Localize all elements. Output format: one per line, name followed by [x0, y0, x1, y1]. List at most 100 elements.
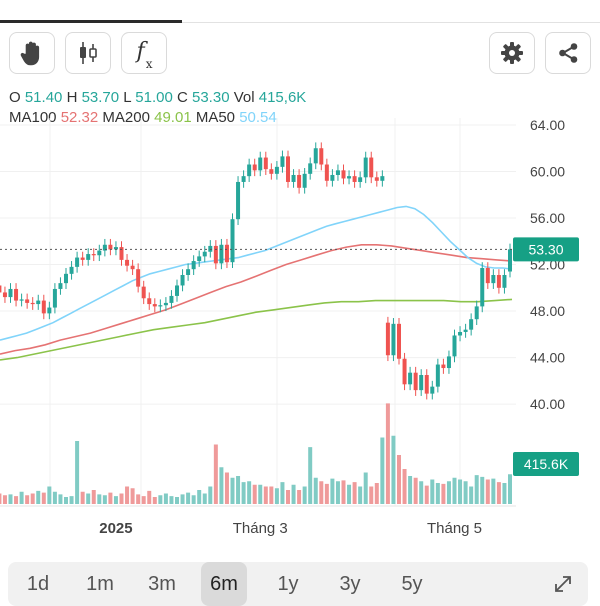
candle-body — [424, 375, 429, 394]
candle-body — [47, 307, 52, 314]
hand-tool-button[interactable] — [9, 32, 55, 74]
volume-bar — [397, 455, 401, 504]
candle-body — [358, 177, 363, 182]
volume-bar — [202, 493, 207, 504]
candle-body — [97, 250, 102, 256]
open-key: O — [9, 89, 21, 106]
candle-body — [147, 298, 152, 305]
volume-bar — [191, 495, 196, 504]
share-button[interactable] — [545, 32, 591, 74]
candle-body — [263, 157, 268, 170]
y-tick-label: 44.00 — [530, 350, 565, 366]
volume-bar — [180, 494, 185, 504]
low-value: 51.00 — [135, 89, 173, 106]
fullscreen-button[interactable] — [540, 562, 586, 606]
y-tick-label: 64.00 — [530, 118, 565, 133]
candle-body — [463, 329, 468, 332]
candle-body — [274, 166, 279, 174]
volume-bar — [147, 490, 152, 504]
range-tab-3y[interactable]: 3y — [339, 572, 361, 595]
candle-body — [25, 299, 30, 303]
candle-body — [258, 157, 263, 171]
y-tick-label: 60.00 — [530, 163, 565, 179]
candle-body — [496, 275, 501, 288]
volume-bar — [302, 486, 307, 504]
volume-bar — [324, 483, 329, 504]
volume-bar — [363, 472, 368, 504]
low-key: L — [123, 89, 132, 106]
volume-bar — [485, 479, 490, 504]
volume-bar — [102, 495, 107, 504]
tab-divider — [0, 22, 600, 23]
candle-body — [241, 176, 246, 182]
range-tab-1d[interactable]: 1d — [26, 572, 50, 595]
volume-bar — [297, 490, 302, 504]
volume-bar — [169, 496, 174, 504]
volume-bar — [263, 486, 268, 504]
range-tab-1y[interactable]: 1y — [277, 572, 299, 595]
candle-body — [136, 269, 141, 287]
volume-bar — [80, 491, 85, 504]
candle-body — [419, 375, 424, 391]
candle-body — [491, 275, 496, 284]
ma200-line — [0, 298, 513, 361]
volume-bar — [369, 486, 374, 504]
volume-bar — [441, 483, 446, 504]
volume-bar — [280, 482, 285, 504]
volume-bar — [119, 493, 124, 504]
candle-body — [64, 273, 68, 284]
volume-bar — [97, 494, 102, 504]
candle-body — [391, 323, 396, 356]
volume-bar — [347, 484, 352, 504]
candle-body — [474, 306, 479, 320]
function-icon: fx — [136, 39, 153, 71]
candle-body — [380, 176, 385, 181]
x-tick-label: 2025 — [99, 520, 132, 537]
candle-body — [41, 300, 46, 314]
volume-bar — [258, 484, 263, 504]
candle-body — [435, 364, 440, 387]
candle-body — [175, 285, 179, 296]
candle-body — [0, 285, 2, 293]
range-tab-1m[interactable]: 1m — [86, 572, 114, 595]
volume-bar — [252, 484, 257, 504]
volume-bar — [452, 477, 457, 504]
volume-bar — [502, 483, 507, 504]
candle-body — [14, 288, 19, 301]
volume-bar — [236, 476, 241, 504]
candle-body — [191, 261, 196, 270]
candle-body — [286, 156, 290, 182]
candle-body — [458, 331, 463, 336]
candle-body — [19, 299, 24, 301]
volume-bar — [141, 496, 146, 504]
candle-body — [52, 288, 57, 308]
price-chart[interactable]: 64.0060.0056.0052.0048.0044.0040.0053.30… — [0, 118, 600, 552]
candle-body — [86, 254, 91, 260]
chart-type-button[interactable] — [65, 32, 111, 74]
candle-body — [230, 219, 235, 263]
settings-button[interactable] — [489, 32, 535, 74]
candle-body — [480, 268, 485, 307]
candle-body — [302, 173, 307, 188]
volume-bar — [496, 482, 501, 504]
candle-body — [113, 247, 118, 250]
indicators-button[interactable]: fx — [121, 32, 167, 74]
range-tab-3m[interactable]: 3m — [148, 572, 176, 595]
candle-body — [469, 319, 474, 330]
x-tick-label: Tháng 5 — [427, 520, 482, 537]
candle-body — [374, 177, 379, 181]
volume-bar — [113, 496, 118, 504]
candle-body — [247, 164, 252, 177]
volume-bar — [52, 491, 57, 504]
volume-bar — [19, 491, 24, 504]
candle-body — [152, 304, 157, 307]
volume-bar — [274, 488, 279, 504]
volume-bar — [136, 494, 141, 504]
range-tab-5y[interactable]: 5y — [401, 572, 423, 595]
candle-body — [125, 259, 130, 266]
volume-bar — [308, 447, 313, 504]
range-tab-6m[interactable]: 6m — [201, 562, 247, 606]
candle-body — [330, 174, 335, 181]
volume-bar — [435, 483, 440, 504]
candle-body — [202, 251, 207, 257]
